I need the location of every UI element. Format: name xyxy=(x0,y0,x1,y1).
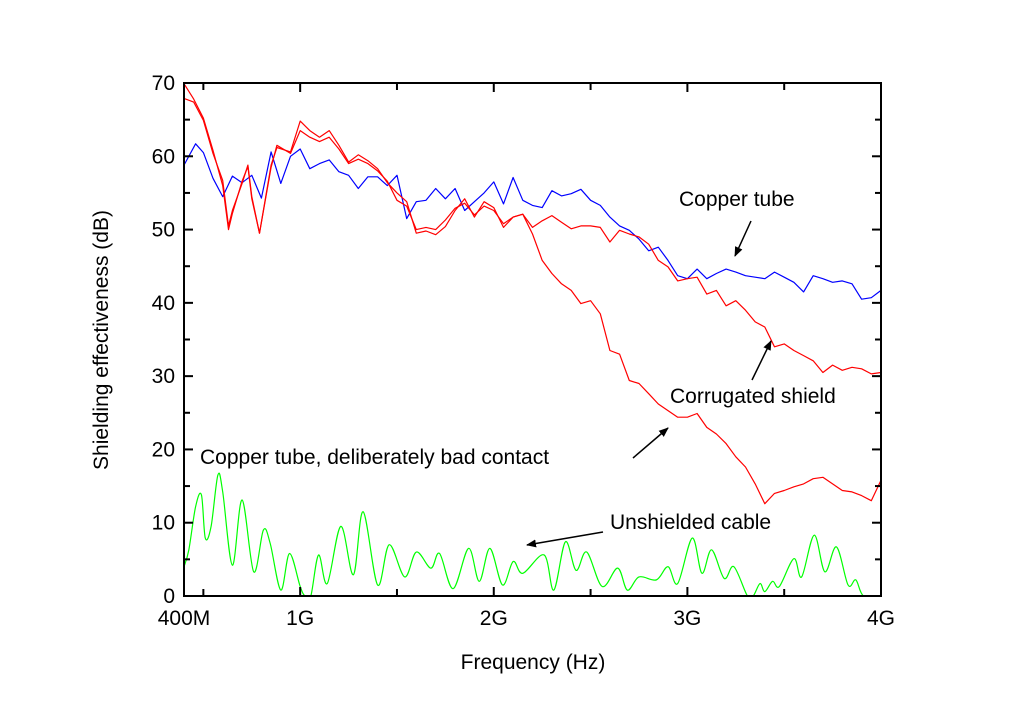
y-tick-label: 0 xyxy=(163,585,175,608)
plot-frame xyxy=(183,82,882,597)
annotation-corrugated-shield: Corrugated shield xyxy=(670,385,836,408)
x-tick-label: 3G xyxy=(673,607,701,630)
y-tick-label: 40 xyxy=(152,292,175,315)
x-tick-label: 2G xyxy=(480,607,508,630)
y-tick-label: 10 xyxy=(152,512,175,535)
y-tick-label: 70 xyxy=(152,72,175,95)
series-line-copper-tube-deliberately-bad-contact xyxy=(183,83,882,505)
y-tick-label: 60 xyxy=(152,145,175,168)
series-layer xyxy=(183,83,882,597)
y-tick-label: 30 xyxy=(152,365,175,388)
y-tick-label: 50 xyxy=(152,219,175,242)
x-axis-label: Frequency (Hz) xyxy=(461,651,606,674)
ticks-layer xyxy=(183,82,882,597)
annotation-unshielded-cable: Unshielded cable xyxy=(610,511,771,534)
annotation-copper-tube: Copper tube xyxy=(679,188,795,211)
series-line-copper-tube xyxy=(183,143,882,300)
y-tick-label: 20 xyxy=(152,438,175,461)
series-line-corrugated-shield xyxy=(183,97,882,375)
x-tick-label: 4G xyxy=(867,607,895,630)
annotation-arrow-copper-tube xyxy=(734,220,752,257)
x-tick-label: 400M xyxy=(158,607,211,630)
annotation-arrow-bad-contact xyxy=(632,427,669,459)
annotation-arrow-corrugated-shield xyxy=(751,340,772,381)
series-line-unshielded-cable xyxy=(183,472,881,597)
y-axis-label: Shielding effectiveness (dB) xyxy=(90,210,113,470)
annotation-bad-contact: Copper tube, deliberately bad contact xyxy=(200,446,549,469)
tick-labels: 400M 1G 2G 3G 4G 0 10 20 30 40 50 60 70 xyxy=(152,72,895,630)
x-tick-label: 1G xyxy=(286,607,314,630)
annotation-arrow-unshielded-cable xyxy=(526,531,604,548)
